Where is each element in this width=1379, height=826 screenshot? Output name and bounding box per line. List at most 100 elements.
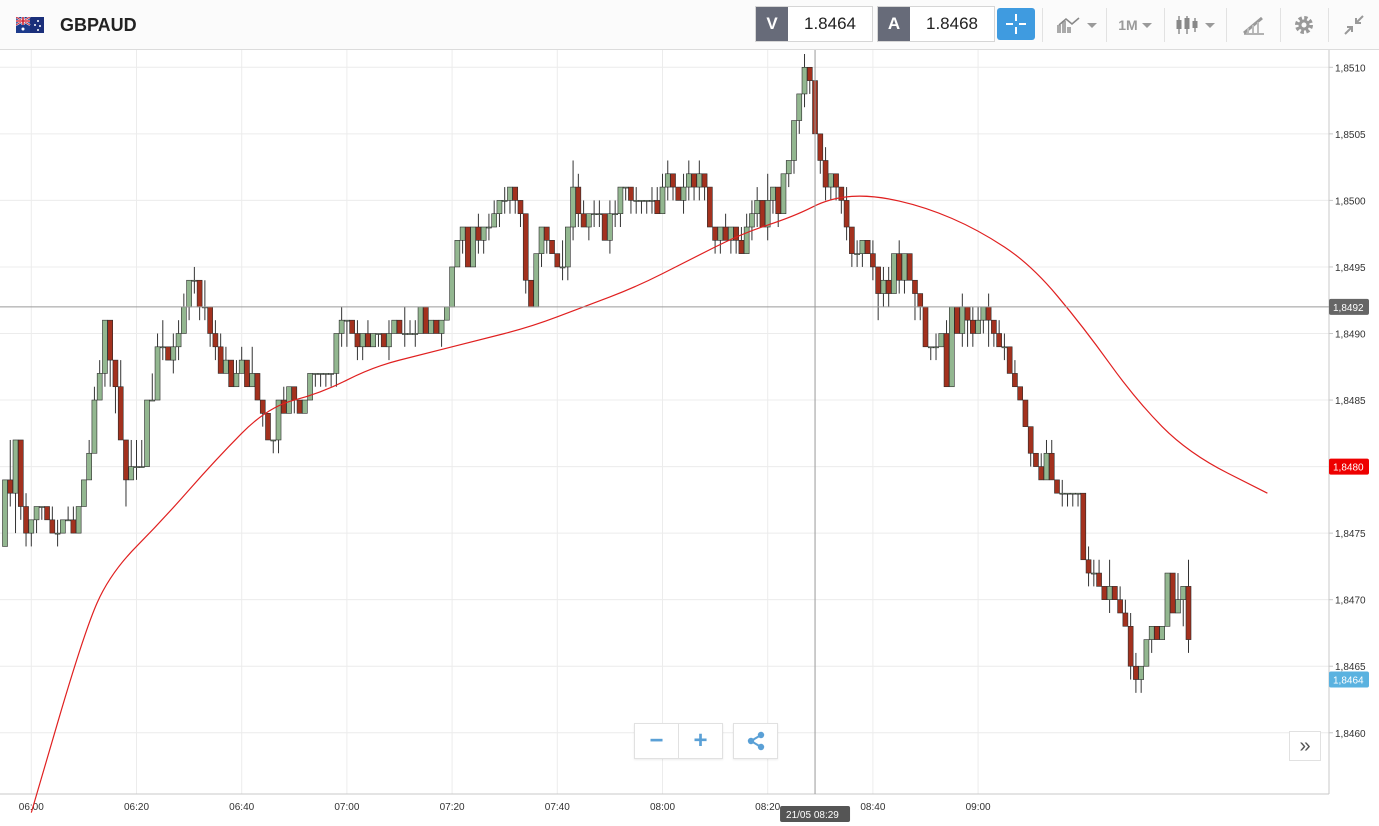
candle — [896, 240, 903, 294]
candle — [44, 506, 50, 521]
candle — [633, 187, 640, 214]
share-button[interactable] — [733, 723, 778, 759]
candle — [1075, 492, 1081, 507]
candle — [559, 240, 566, 281]
toolbar-divider — [1106, 8, 1107, 42]
svg-text:21/05 08:29: 21/05 08:29 — [786, 810, 839, 821]
candle — [912, 279, 918, 321]
candle — [864, 240, 871, 254]
candle — [533, 253, 540, 308]
candle — [286, 386, 292, 414]
candle — [475, 213, 482, 254]
candle — [228, 359, 234, 388]
candle — [575, 173, 582, 228]
candle — [386, 320, 392, 361]
candle — [780, 173, 787, 215]
candle — [154, 333, 161, 401]
candle — [454, 240, 461, 268]
x-tick-label: 08:40 — [860, 802, 885, 813]
candle — [954, 306, 960, 334]
zoom-out-button[interactable]: − — [635, 724, 679, 758]
sell-label: V — [756, 7, 788, 41]
candle — [428, 319, 434, 334]
candle — [70, 506, 77, 534]
candle — [1127, 612, 1134, 680]
candle — [365, 320, 371, 348]
candle — [296, 399, 303, 414]
candle — [244, 359, 250, 388]
instrument-symbol: GBPAUD — [60, 15, 137, 35]
crosshair-price-badge: 1,8492 — [1329, 298, 1369, 315]
indicators-button[interactable] — [1052, 5, 1102, 45]
candle — [1169, 572, 1176, 614]
candle — [991, 319, 997, 347]
sell-button[interactable]: V 1.8464 — [755, 6, 873, 42]
crosshair-button[interactable] — [997, 8, 1035, 40]
bid-price-badge: 1,8464 — [1329, 671, 1369, 688]
chart-type-button[interactable] — [1170, 5, 1220, 45]
candle — [280, 386, 287, 414]
candle — [817, 133, 824, 174]
candlestick-icon — [1176, 16, 1198, 34]
buy-button[interactable]: A 1.8468 — [877, 6, 995, 42]
candle — [65, 506, 71, 522]
minimize-button[interactable] — [1336, 5, 1372, 45]
timeframe-selector[interactable]: 1M — [1110, 5, 1160, 45]
y-tick-label: 1,8510 — [1335, 63, 1366, 74]
zoom-in-button[interactable]: + — [693, 727, 708, 754]
svg-text:1,8492: 1,8492 — [1333, 303, 1364, 314]
candle — [764, 173, 771, 241]
candle — [39, 506, 45, 520]
candle — [596, 200, 603, 228]
candle — [964, 306, 971, 347]
candle — [707, 186, 713, 228]
candle — [144, 399, 150, 467]
x-tick-label: 06:40 — [229, 802, 254, 813]
candle — [959, 293, 966, 347]
candle — [1133, 652, 1139, 693]
candle — [165, 346, 171, 361]
draw-button[interactable] — [1234, 5, 1274, 45]
candle — [849, 226, 855, 267]
candle — [1022, 399, 1029, 427]
draw-icon — [1243, 16, 1264, 35]
candle — [1033, 452, 1039, 467]
candle — [927, 346, 934, 361]
candle — [785, 160, 792, 188]
candle — [617, 186, 624, 228]
candle — [160, 320, 166, 361]
flag-icon — [16, 17, 44, 33]
chart-grid — [0, 50, 1329, 794]
candle — [754, 187, 760, 228]
candle — [749, 200, 755, 241]
candle — [359, 333, 366, 361]
candle — [838, 186, 845, 214]
candle — [486, 213, 492, 241]
candle — [1080, 492, 1087, 561]
candle — [1012, 360, 1018, 388]
x-tick-label: 09:00 — [966, 802, 991, 813]
candle — [528, 279, 534, 308]
candle — [1138, 665, 1144, 693]
candle — [23, 493, 29, 547]
candle — [759, 200, 766, 228]
share-icon — [747, 731, 764, 751]
candle — [438, 319, 445, 347]
candle — [449, 266, 455, 308]
candle — [543, 226, 550, 254]
candle — [875, 266, 881, 321]
candle — [1180, 586, 1187, 627]
candle — [412, 320, 419, 347]
buy-label: A — [878, 7, 910, 41]
y-tick-label: 1,8485 — [1335, 396, 1366, 407]
price-chart[interactable]: 1,8510 1,8505 1,8500 1,8495 1,8490 1,8485 1,84… — [0, 50, 1379, 826]
candle — [549, 240, 555, 254]
candle — [249, 346, 256, 388]
candle — [1054, 479, 1060, 494]
candle — [1159, 626, 1165, 640]
scroll-right-button[interactable]: » — [1289, 731, 1321, 761]
candle — [880, 266, 887, 307]
settings-button[interactable] — [1286, 5, 1322, 45]
candle — [659, 173, 666, 215]
candle — [1006, 346, 1013, 374]
